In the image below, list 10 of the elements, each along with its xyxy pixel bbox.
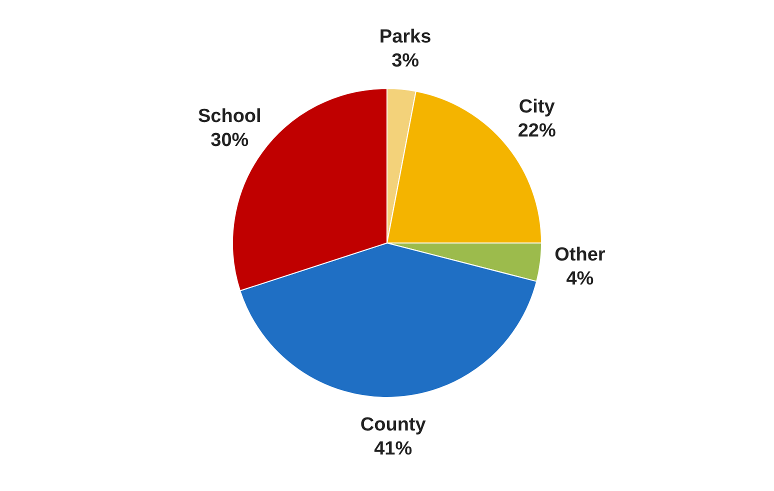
- data-label: 30%: [210, 130, 249, 151]
- slice-label: City: [518, 96, 556, 118]
- slice-label: Parks: [379, 26, 432, 48]
- slice-label: School: [198, 106, 262, 127]
- slice-label: Other: [554, 244, 606, 266]
- slice-label: County: [360, 414, 426, 436]
- data-label: 22%: [518, 120, 556, 142]
- data-label: 41%: [374, 438, 412, 460]
- data-label: 4%: [566, 268, 594, 290]
- data-label: 3%: [392, 50, 420, 72]
